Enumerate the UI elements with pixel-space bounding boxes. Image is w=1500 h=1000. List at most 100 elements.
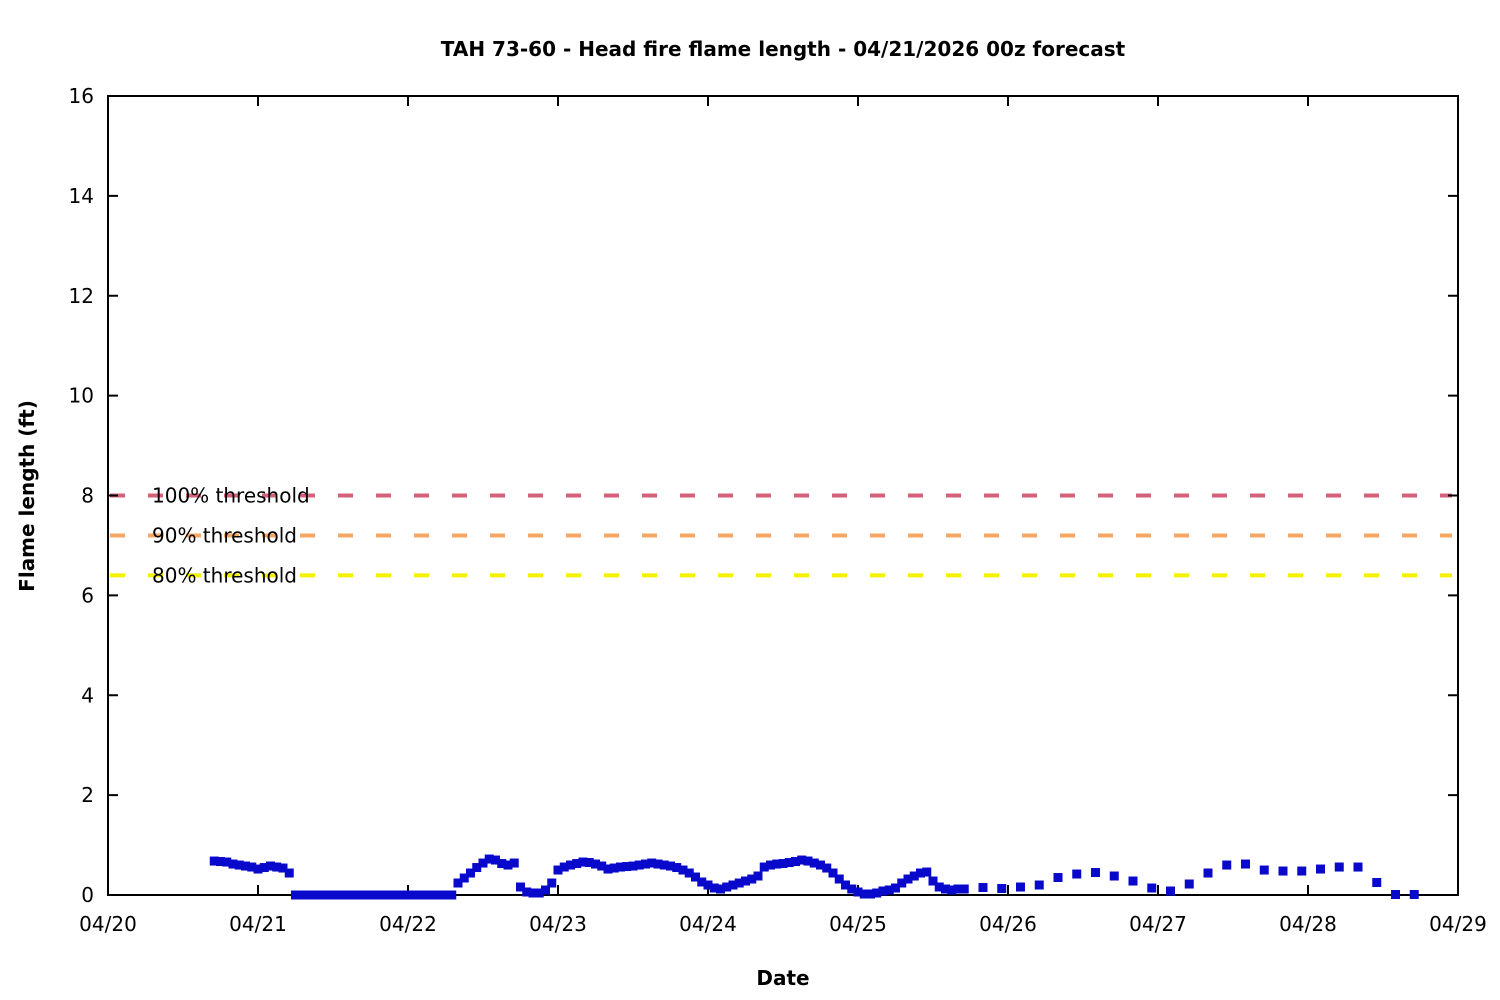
data-point [584, 858, 594, 868]
data-point [272, 862, 282, 872]
threshold-label-0: 100% threshold [152, 484, 310, 508]
data-point [509, 858, 519, 868]
data-point [941, 884, 950, 894]
data-point [1016, 882, 1025, 892]
data-point [1091, 868, 1100, 878]
data-point [603, 864, 613, 874]
x-axis-label: Date [756, 966, 809, 990]
data-point [909, 871, 919, 881]
data-point [647, 858, 657, 868]
y-tick-label-16: 16 [69, 84, 94, 108]
data-point [1166, 886, 1175, 896]
data-point [759, 862, 769, 872]
data-point [891, 883, 900, 893]
data-point [703, 880, 713, 890]
axis-ticks-group: 04/20 04/21 04/22 04/23 04/24 04/25 04/26 04/27… [69, 84, 1487, 936]
data-point [422, 890, 432, 900]
y-tick-label-14: 14 [69, 184, 94, 208]
x-tick-label-04/24: 04/24 [679, 912, 737, 936]
data-point [447, 890, 457, 900]
data-point [478, 858, 488, 868]
data-point [772, 859, 782, 869]
data-point [1109, 871, 1119, 881]
data-point [609, 863, 619, 873]
data-point [222, 857, 232, 867]
data-point [847, 884, 857, 894]
data-point [697, 877, 707, 887]
data-point [503, 860, 513, 870]
data-point [253, 864, 263, 874]
data-point [978, 883, 988, 893]
x-tick-label-04/21: 04/21 [229, 912, 287, 936]
data-point [497, 859, 507, 869]
data-point [241, 861, 250, 871]
data-point [372, 890, 382, 900]
data-point [378, 890, 388, 900]
data-point [266, 861, 275, 871]
data-point [409, 890, 419, 900]
y-tick-label-8: 8 [81, 484, 94, 508]
data-point [472, 863, 482, 873]
data-point [459, 873, 469, 883]
data-point [466, 868, 475, 878]
data-point [403, 890, 413, 900]
data-point [334, 890, 344, 900]
data-point [934, 882, 944, 892]
data-point [872, 888, 882, 898]
data-point [784, 858, 794, 868]
threshold-label-1: 90% threshold [152, 523, 297, 547]
data-point [791, 857, 800, 867]
y-tick-label-4: 4 [81, 683, 94, 707]
data-point [1072, 869, 1082, 879]
data-point [822, 863, 832, 873]
x-tick-label-04/25: 04/25 [829, 912, 887, 936]
data-point [1334, 862, 1344, 872]
y-tick-label-12: 12 [69, 284, 94, 308]
data-point [1034, 880, 1044, 890]
data-point [291, 890, 300, 900]
data-point [566, 860, 575, 870]
data-point [547, 878, 557, 888]
y-tick-label-10: 10 [69, 384, 94, 408]
data-point [359, 890, 369, 900]
data-point [809, 858, 819, 868]
data-point [747, 874, 757, 884]
y-axis-label: Flame length (ft) [15, 400, 39, 592]
data-point [528, 888, 538, 898]
data-point [797, 855, 807, 865]
data-point [853, 887, 863, 897]
data-point [278, 863, 288, 873]
data-point [922, 867, 932, 877]
data-point [897, 878, 907, 888]
data-point [1372, 878, 1382, 888]
data-point [778, 859, 788, 869]
data-point [1147, 883, 1157, 893]
data-point [841, 880, 850, 890]
data-point [441, 890, 450, 900]
data-point [691, 872, 700, 882]
data-point [434, 890, 444, 900]
data-point [453, 878, 463, 888]
data-point [1053, 873, 1063, 883]
data-point [1316, 864, 1325, 874]
data-point [1241, 859, 1250, 869]
data-point [247, 862, 257, 872]
data-point [428, 890, 438, 900]
data-point [766, 860, 775, 870]
data-point [741, 876, 750, 886]
data-point [1222, 860, 1232, 870]
data-point [684, 868, 694, 878]
data-point [997, 884, 1007, 894]
x-tick-label-04/20: 04/20 [79, 912, 137, 936]
data-point [328, 890, 338, 900]
data-point [297, 890, 307, 900]
data-points-group [209, 854, 1419, 900]
y-tick-label-6: 6 [81, 583, 94, 607]
data-point [559, 862, 569, 872]
data-point [366, 890, 375, 900]
data-point [616, 862, 625, 872]
data-point [303, 890, 313, 900]
data-point [753, 871, 763, 881]
data-point [534, 888, 544, 898]
data-point [709, 883, 719, 893]
